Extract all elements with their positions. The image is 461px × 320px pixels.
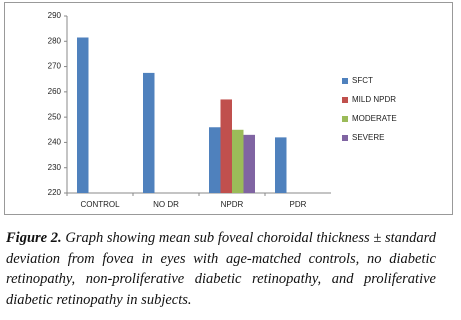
legend-swatch [342, 78, 348, 84]
y-tick-label: 280 [48, 36, 62, 45]
x-tick-label: NO DR [153, 200, 179, 209]
y-tick-label: 220 [48, 188, 62, 197]
caption-text: Graph showing mean sub foveal choroidal … [6, 230, 436, 308]
legend-label: MILD NPDR [352, 95, 396, 104]
figure-caption: Figure 2. Graph showing mean sub foveal … [6, 228, 436, 310]
bar [220, 99, 232, 193]
caption-label: Figure 2. [6, 230, 62, 246]
legend-label: SFCT [352, 76, 373, 85]
legend-swatch [342, 135, 348, 141]
x-tick-label: NPDR [221, 200, 244, 209]
legend-label: SEVERE [352, 133, 384, 142]
bar [209, 127, 221, 193]
bar [232, 129, 244, 193]
y-tick-label: 290 [48, 11, 62, 20]
bar [243, 134, 255, 193]
bar [77, 37, 89, 193]
legend-label: MODERATE [352, 114, 397, 123]
y-tick-label: 240 [48, 138, 62, 147]
bar [143, 72, 155, 193]
legend-swatch [342, 97, 348, 103]
y-tick-label: 260 [48, 87, 62, 96]
legend-swatch [342, 116, 348, 122]
y-tick-label: 270 [48, 62, 62, 71]
bar [275, 137, 287, 193]
y-tick-label: 250 [48, 112, 62, 121]
x-tick-label: PDR [290, 200, 307, 209]
x-tick-label: CONTROL [80, 200, 120, 209]
chart: 220 230 240 250 260 270 280 290 CONTROL NO DR NPDR… [4, 2, 453, 215]
y-tick-label: 230 [48, 163, 62, 172]
